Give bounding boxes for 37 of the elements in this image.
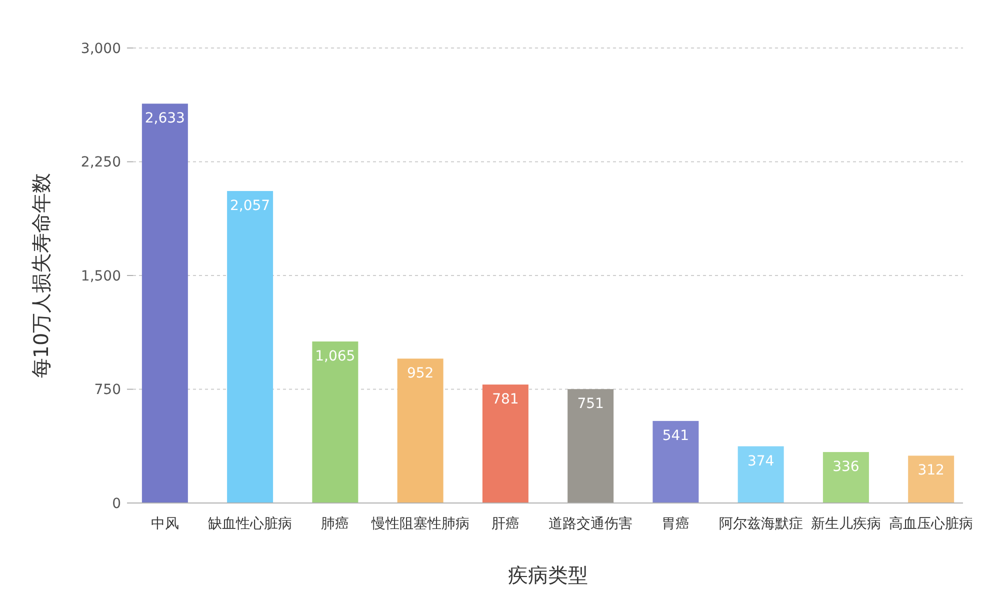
bar — [908, 456, 954, 503]
x-tick-label: 阿尔兹海默症 — [718, 516, 803, 532]
data-label: 751 — [577, 396, 604, 412]
y-tick-label: 1,500 — [80, 268, 121, 284]
y-tick-label: 3,000 — [80, 40, 121, 57]
bar — [312, 341, 358, 503]
data-label: 781 — [492, 392, 519, 408]
bar — [738, 446, 784, 503]
bar — [397, 358, 444, 503]
data-label: 2,057 — [230, 198, 270, 214]
x-tick-label: 肺癌 — [321, 516, 350, 532]
x-tick-label: 慢性阻塞性肺病 — [370, 516, 470, 532]
data-label: 2,633 — [144, 110, 185, 127]
data-label: 1,065 — [315, 348, 356, 364]
data-label: 952 — [406, 366, 434, 382]
x-tick-label: 高血压心脏病 — [889, 516, 974, 532]
y-tick-label: 0 — [112, 496, 121, 512]
x-tick-label: 中风 — [150, 516, 179, 532]
x-tick-label: 胃癌 — [662, 516, 690, 532]
bar — [142, 104, 188, 503]
x-tick-label: 缺血性心脏病 — [208, 516, 292, 532]
bar — [227, 191, 274, 503]
data-label: 336 — [832, 459, 860, 476]
x-tick-label: 新生儿疾病 — [810, 516, 881, 532]
y-tick-label: 750 — [94, 382, 121, 398]
bar — [568, 389, 614, 503]
x-tick-label: 肝癌 — [491, 516, 520, 532]
data-label: 374 — [747, 453, 774, 470]
bar — [822, 452, 869, 503]
x-tick-label: 道路交通伤害 — [548, 516, 633, 532]
y-tick-label: 2,250 — [80, 154, 121, 171]
bar — [482, 384, 528, 503]
data-label: 541 — [662, 428, 690, 444]
data-label: 312 — [918, 462, 944, 479]
y-axis-title: 每10万人损失寿命年数 — [29, 172, 53, 378]
bar — [652, 420, 699, 503]
x-axis-title: 疾病类型 — [508, 563, 588, 587]
